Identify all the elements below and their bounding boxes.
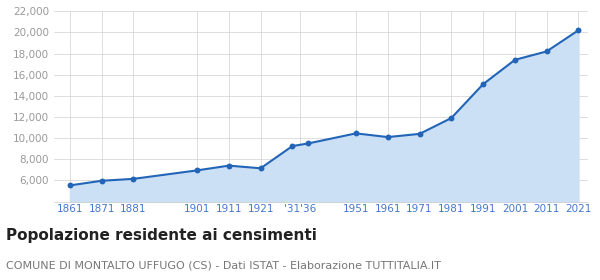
Point [304,141,313,146]
Point [574,28,583,32]
Point [256,166,265,171]
Point [383,135,392,139]
Point [415,132,424,136]
Point [97,179,106,183]
Point [351,131,361,136]
Point [478,82,488,87]
Point [287,144,297,148]
Point [224,164,233,168]
Point [446,116,456,120]
Text: Popolazione residente ai censimenti: Popolazione residente ai censimenti [6,228,317,243]
Text: COMUNE DI MONTALTO UFFUGO (CS) - Dati ISTAT - Elaborazione TUTTITALIA.IT: COMUNE DI MONTALTO UFFUGO (CS) - Dati IS… [6,260,441,270]
Point [192,168,202,173]
Point [510,58,520,62]
Point [65,183,74,188]
Point [128,177,138,181]
Point [542,49,551,54]
